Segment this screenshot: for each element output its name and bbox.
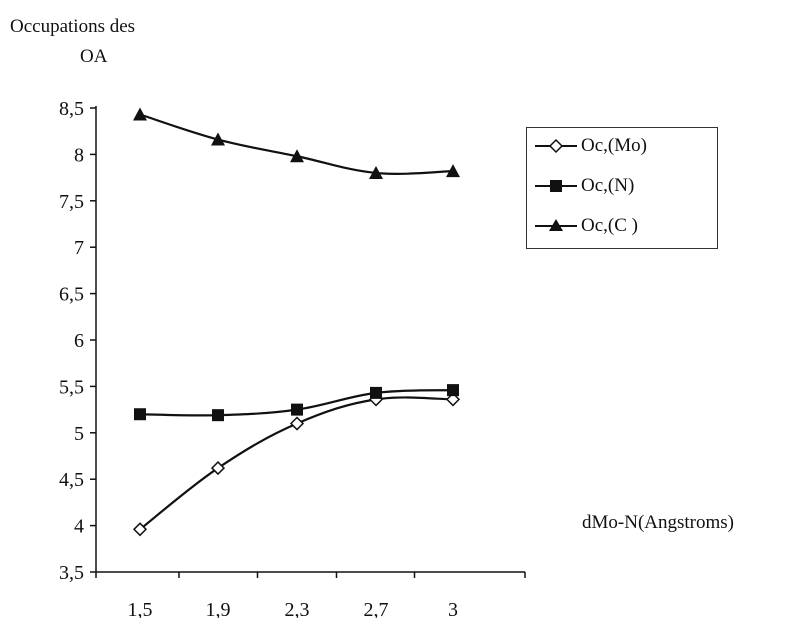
data-point-square <box>134 408 146 421</box>
legend-key-square <box>533 176 579 196</box>
y-tick-label: 3,5 <box>59 562 84 584</box>
data-point-square <box>447 384 459 397</box>
data-point-diamond <box>210 461 226 476</box>
y-axis-label-line-2: OA <box>80 46 108 67</box>
y-tick-label: 4,5 <box>59 469 84 491</box>
legend-label-c: Oc,(C ) <box>581 215 638 236</box>
series-n <box>134 384 459 422</box>
series-layer <box>132 107 461 537</box>
legend-item-n: Oc,(N) <box>533 174 634 198</box>
series-mo <box>132 392 461 537</box>
y-tick-label: 5 <box>74 423 84 445</box>
series-line <box>139 113 454 175</box>
y-tick-label: 7 <box>74 237 84 259</box>
y-tick-label: 5,5 <box>59 376 84 398</box>
legend-label-mo: Oc,(Mo) <box>581 135 647 156</box>
y-tick-label: 8 <box>74 144 84 166</box>
y-tick-label: 6,5 <box>59 284 84 306</box>
data-point-diamond <box>445 392 461 407</box>
x-tick-label: 3 <box>448 599 458 618</box>
y-tick-label: 6 <box>74 330 84 352</box>
legend-item-c: Oc,(C ) <box>533 214 638 238</box>
legend-item-mo: Oc,(Mo) <box>533 134 647 158</box>
y-axis-label-line-1: Occupations des <box>10 16 136 37</box>
data-point-square <box>370 386 382 399</box>
data-point-triangle <box>446 164 460 178</box>
x-tick-label: 2,3 <box>285 599 310 618</box>
data-point-diamond <box>132 522 148 537</box>
data-point-triangle <box>133 107 147 121</box>
y-tick-label: 8,5 <box>59 98 84 120</box>
data-point-square <box>291 403 303 416</box>
y-tick-label: 7,5 <box>59 191 84 213</box>
y-tick-label: 4 <box>74 516 84 538</box>
data-point-triangle <box>369 165 383 179</box>
x-tick-label: 1,5 <box>128 599 153 618</box>
data-point-triangle <box>290 149 304 163</box>
data-point-triangle <box>211 132 225 146</box>
x-tick-label: 1,9 <box>206 599 231 618</box>
x-tick-label: 2,7 <box>364 599 389 618</box>
legend: Oc,(Mo) Oc,(N) Oc,(C ) <box>526 127 718 249</box>
legend-key-diamond <box>533 136 579 156</box>
series-c <box>133 107 460 179</box>
legend-key-triangle <box>533 216 579 236</box>
data-point-diamond <box>289 416 305 431</box>
legend-label-n: Oc,(N) <box>581 175 635 196</box>
x-axis-label: dMo-N(Angstroms) <box>582 512 734 533</box>
axes: 3,5 4 4,5 5 5,5 6 6,5 7 7,5 8 8,5 1,5 1,9 2,3 2,7 3 <box>59 98 526 618</box>
data-point-square <box>212 409 224 422</box>
